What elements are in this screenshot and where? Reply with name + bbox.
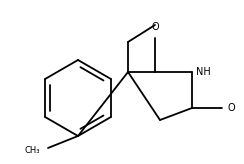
Text: CH₃: CH₃ [24, 146, 40, 155]
Text: O: O [151, 22, 159, 32]
Text: NH: NH [196, 67, 211, 77]
Text: O: O [228, 103, 236, 113]
